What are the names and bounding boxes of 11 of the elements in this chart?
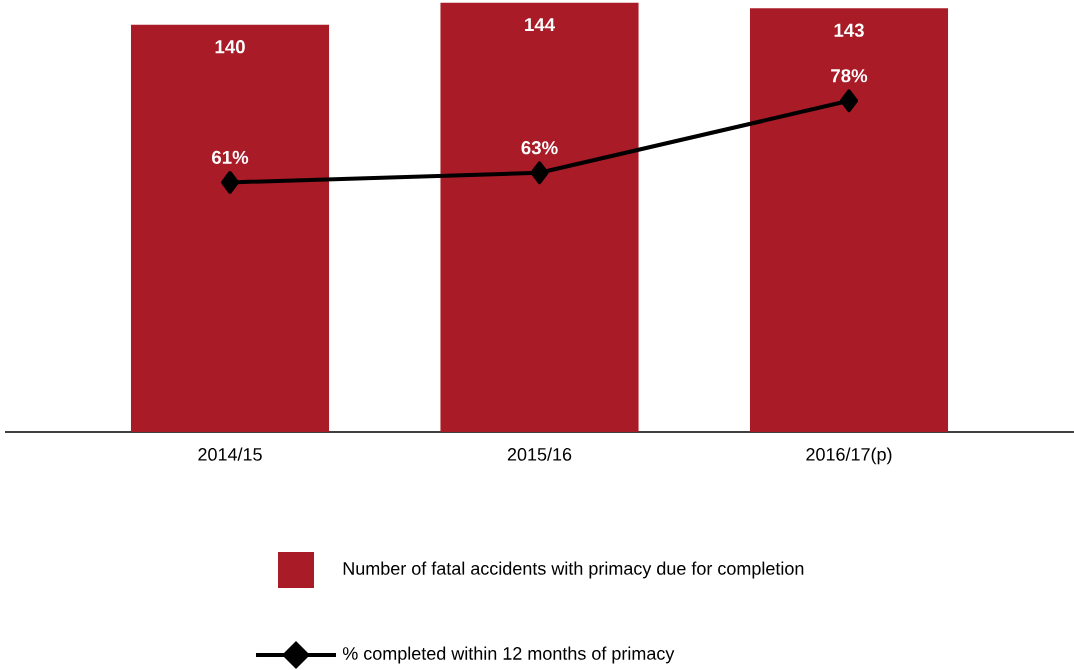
data-label: 144 (525, 18, 555, 31)
data-label: 140 (215, 40, 245, 54)
x-tick-label: 2015/16 (507, 447, 572, 461)
data-label: 61% (212, 150, 249, 164)
x-tick-label: 2016/17(p) (806, 447, 892, 465)
data-label: 63% (521, 141, 558, 155)
data-label: 78% (831, 69, 868, 83)
legend-label: % completed within 12 months of primacy (342, 646, 675, 664)
data-label: 143 (834, 23, 864, 37)
x-tick-label: 2014/15 (198, 447, 262, 461)
legend-label: Number of fatal accidents with primacy due for completion (343, 561, 804, 579)
